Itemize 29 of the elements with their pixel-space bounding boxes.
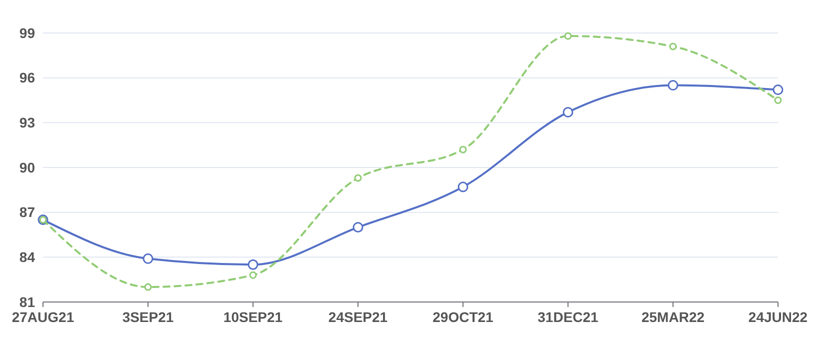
point: [564, 32, 572, 40]
x-tick-label: 31DEC21: [538, 309, 599, 325]
point: [562, 106, 574, 118]
x-tick-label: 25MAR22: [641, 309, 705, 325]
point: [354, 174, 362, 182]
point: [352, 222, 364, 233]
point: [772, 84, 784, 96]
point: [458, 182, 468, 192]
point: [249, 271, 257, 279]
y-tick-label: 93: [19, 114, 36, 131]
y-tick-label: 96: [19, 70, 36, 86]
y-tick-label: 81: [19, 294, 36, 310]
y-tick-label: 90: [19, 159, 36, 176]
point: [248, 259, 258, 270]
x-tick-label: 10SEP21: [223, 309, 283, 325]
y-tick-label: 87: [19, 204, 36, 220]
x-tick-label: 29OCT21: [432, 309, 494, 325]
x-tick-label: 3SEP21: [122, 309, 174, 325]
point: [142, 253, 154, 264]
point: [144, 283, 152, 291]
x-tick-label: 24JUN22: [748, 309, 808, 325]
y-tick-label: 99: [19, 24, 36, 41]
point: [459, 146, 467, 154]
x-tick-label: 24SEP21: [328, 309, 388, 325]
x-tick-label: 27AUG21: [12, 309, 74, 325]
point: [669, 42, 677, 50]
point: [774, 96, 782, 104]
y-tick-label: 84: [19, 249, 36, 266]
point: [668, 80, 678, 91]
